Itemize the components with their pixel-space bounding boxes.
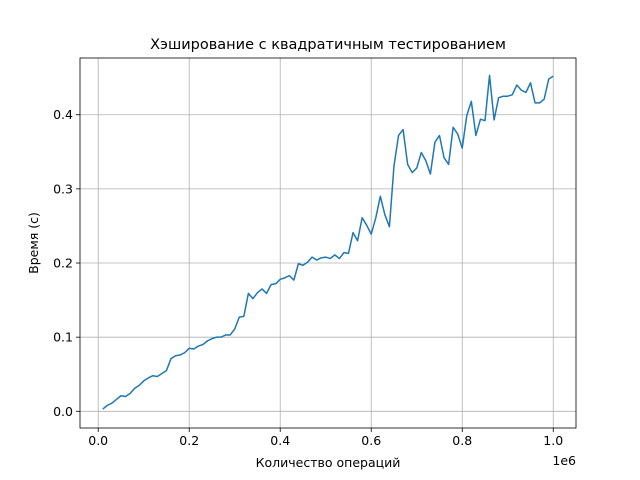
y-tick-label: 0.3: [53, 181, 73, 196]
x-tick-label: 1.0: [543, 433, 563, 448]
series-line: [102, 74, 554, 410]
x-tick-label: 0.2: [179, 433, 199, 448]
x-tick-label: 0.8: [452, 433, 472, 448]
y-axis-ticks: 0.0 0.1 0.2 0.3 0.4: [53, 107, 80, 419]
y-tick-label: 0.0: [53, 404, 73, 419]
x-axis-ticks: 0.0 0.2 0.4 0.6 0.8 1.0: [88, 428, 563, 448]
x-axis-offset-label: 1e6: [552, 453, 576, 468]
plot-area: [80, 58, 576, 428]
x-tick-label: 0.6: [361, 433, 381, 448]
plot-frame: [79, 57, 577, 429]
x-tick-label: 0.4: [270, 433, 290, 448]
y-tick-label: 0.1: [53, 330, 73, 345]
y-axis-label: Время (с): [26, 212, 41, 274]
x-axis-label: Количество операций: [256, 455, 401, 470]
x-tick-label: 0.0: [88, 433, 108, 448]
y-tick-label: 0.4: [53, 107, 73, 122]
chart-title: Хэширование с квадратичным тестированием: [150, 37, 506, 53]
y-tick-label: 0.2: [53, 256, 73, 271]
